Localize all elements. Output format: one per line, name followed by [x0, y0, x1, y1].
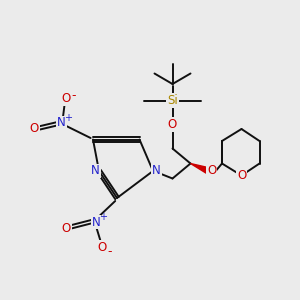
Text: N: N: [57, 116, 66, 130]
Text: O: O: [207, 164, 216, 178]
Text: O: O: [98, 241, 106, 254]
Text: Si: Si: [167, 94, 178, 107]
Polygon shape: [190, 164, 208, 173]
Text: N: N: [152, 164, 161, 178]
Text: O: O: [237, 169, 246, 182]
Text: +: +: [64, 112, 72, 123]
Text: O: O: [30, 122, 39, 136]
Text: O: O: [61, 92, 70, 106]
Text: -: -: [107, 245, 112, 258]
Text: O: O: [61, 221, 70, 235]
Text: O: O: [168, 118, 177, 131]
Text: +: +: [99, 212, 106, 222]
Text: N: N: [91, 164, 100, 178]
Text: N: N: [92, 215, 100, 229]
Text: -: -: [71, 89, 76, 102]
